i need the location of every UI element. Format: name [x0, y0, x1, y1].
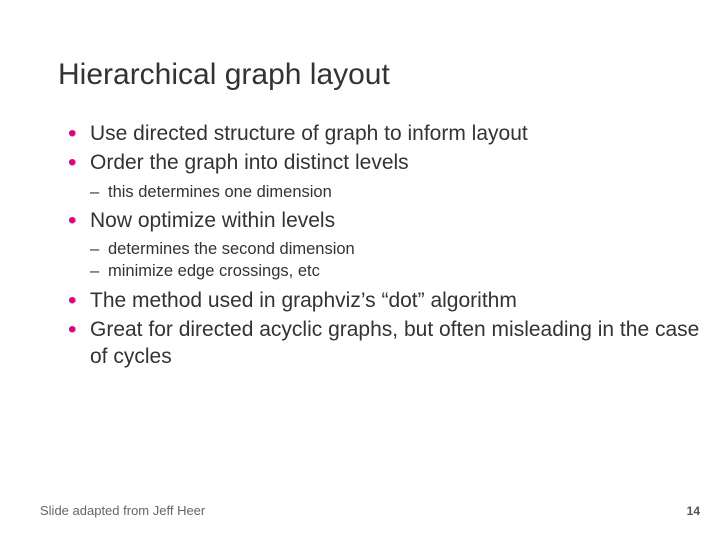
- sub-item: this determines one dimension: [90, 181, 720, 203]
- sub-list: this determines one dimension: [90, 181, 720, 203]
- sub-list: determines the second dimension minimize…: [90, 238, 720, 283]
- bullet-text: Now optimize within levels: [90, 209, 335, 232]
- footer-credit: Slide adapted from Jeff Heer: [40, 503, 205, 518]
- bullet-item: The method used in graphviz’s “dot” algo…: [68, 287, 720, 314]
- bullet-text: Great for directed acyclic graphs, but o…: [90, 318, 699, 368]
- bullet-item: Use directed structure of graph to infor…: [68, 120, 720, 147]
- sub-item: determines the second dimension: [90, 238, 720, 260]
- bullet-item: Now optimize within levels determines th…: [68, 207, 720, 283]
- bullet-text: Use directed structure of graph to infor…: [90, 122, 528, 145]
- slide-footer: Slide adapted from Jeff Heer 14: [40, 503, 700, 518]
- bullet-item: Great for directed acyclic graphs, but o…: [68, 316, 720, 371]
- slide-title: Hierarchical graph layout: [58, 58, 720, 92]
- sub-item: minimize edge crossings, etc: [90, 260, 720, 282]
- slide: Hierarchical graph layout Use directed s…: [0, 0, 720, 540]
- bullet-text: Order the graph into distinct levels: [90, 151, 409, 174]
- slide-content: Use directed structure of graph to infor…: [58, 120, 720, 371]
- bullet-text: The method used in graphviz’s “dot” algo…: [90, 289, 517, 312]
- bullet-list: Use directed structure of graph to infor…: [68, 120, 720, 371]
- page-number: 14: [687, 504, 700, 518]
- bullet-item: Order the graph into distinct levels thi…: [68, 149, 720, 203]
